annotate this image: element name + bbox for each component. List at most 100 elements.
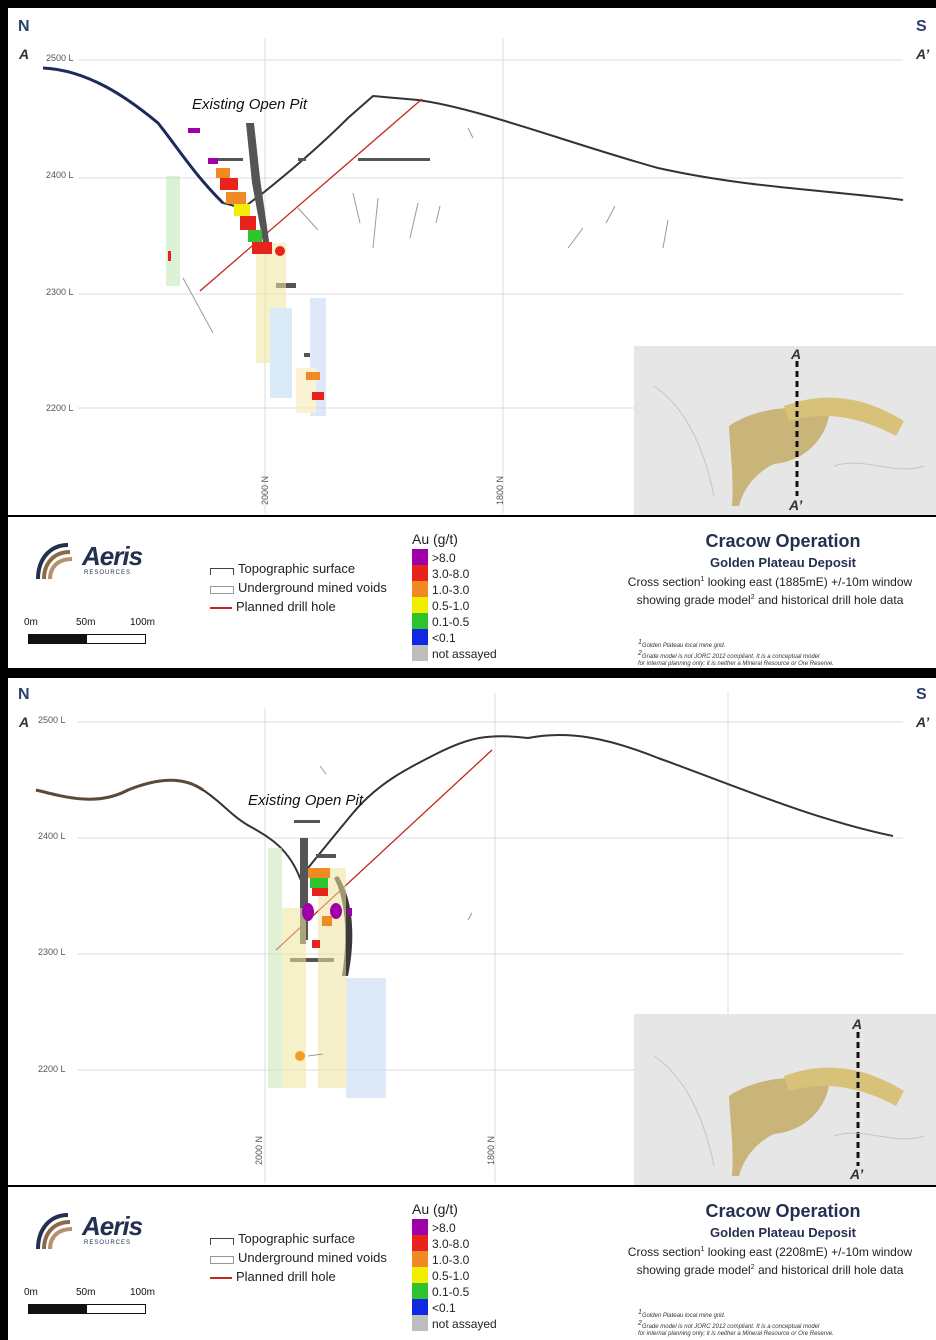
inset-deposit <box>784 1067 904 1106</box>
aeris-logo: Aeris RESOURCES <box>34 1207 154 1257</box>
footnotes: 1Golden Plateau local mine grid. 2Grade … <box>638 1309 936 1338</box>
grade-block <box>308 868 330 878</box>
grade-swatch-icon <box>412 613 428 629</box>
mined-void <box>290 958 334 962</box>
inset-deposit <box>729 407 829 506</box>
grade-block <box>234 204 250 216</box>
footnote-2: 2Grade model is not JORC 2012 compliant.… <box>638 1320 820 1330</box>
grade-legend-item: 1.0-3.0 <box>412 1251 469 1267</box>
scale-bar: 0m 50m 100m <box>24 617 164 647</box>
grade-legend-item: 1.0-3.0 <box>412 581 469 597</box>
scale-bar-black <box>28 1304 88 1314</box>
grade-swatch-icon <box>412 549 428 565</box>
description-line-1: Cross section1 looking east (2208mE) +/-… <box>627 1245 913 1259</box>
grade-swatch-icon <box>412 565 428 581</box>
legend-topo: Topographic surface <box>210 1231 355 1246</box>
scale-label: 0m <box>24 1287 38 1298</box>
grade-swatch-icon <box>412 1299 428 1315</box>
grade-legend-item: not assayed <box>412 645 497 661</box>
divider <box>8 515 936 517</box>
description-line-1: Cross section1 looking east (1885mE) +/-… <box>627 575 913 589</box>
grade-legend-title: Au (g/t) <box>412 1201 458 1217</box>
section-view: N S A A’ 2500 L 2400 L 2300 L 2200 L 200… <box>8 678 936 1185</box>
grade-legend-item: <0.1 <box>412 1299 456 1315</box>
grade-block <box>348 908 352 916</box>
inset-map: A A’ <box>634 1014 936 1185</box>
drill-trace <box>182 277 214 334</box>
logo-mark <box>36 1213 73 1250</box>
grade-legend-item: 0.1-0.5 <box>412 1283 469 1299</box>
grade-block <box>318 868 346 1088</box>
divider <box>8 1185 936 1187</box>
description-line-2: showing grade model2 and historical dril… <box>636 593 904 607</box>
section-start-label: A <box>19 714 30 730</box>
grade-block <box>252 242 272 254</box>
title: Cracow Operation <box>705 1201 861 1221</box>
grade-block <box>270 308 292 398</box>
pit-label: Existing Open Pit <box>248 792 364 809</box>
drill-trace <box>352 192 361 224</box>
section-end-label: A’ <box>916 714 930 730</box>
level-label: 2400 L <box>46 170 74 180</box>
northing-label: 2000 N <box>260 475 270 505</box>
grade-block <box>166 176 180 286</box>
grade-legend-item: 3.0-8.0 <box>412 1235 469 1251</box>
drill-trace <box>662 219 669 249</box>
grade-block <box>322 916 332 926</box>
grade-block <box>302 903 314 921</box>
grade-block <box>346 978 386 1098</box>
scale-label: 50m <box>76 1287 96 1298</box>
grade-legend-item: 0.5-1.0 <box>412 1267 469 1283</box>
drill-trace <box>319 765 327 775</box>
northing-label: 2000 N <box>254 1135 264 1165</box>
grade-legend-item: 3.0-8.0 <box>412 565 469 581</box>
scale-label: 100m <box>130 1287 156 1298</box>
inset-marker-bottom: A’ <box>789 497 803 513</box>
grade-block <box>240 216 256 230</box>
grade-legend-item: >8.0 <box>412 1219 456 1235</box>
aeris-logo: Aeris RESOURCES <box>34 537 154 587</box>
subtitle: Golden Plateau Deposit <box>710 555 856 570</box>
footnote-3: for internal planning only; it is neithe… <box>638 661 834 667</box>
void-swatch-icon <box>210 586 234 594</box>
level-label: 2500 L <box>46 53 74 63</box>
inset-deposit <box>784 397 904 436</box>
planned-swatch-icon <box>210 1277 232 1283</box>
grade-swatch-icon <box>412 629 428 645</box>
footnote-2: 2Grade model is not JORC 2012 compliant.… <box>638 650 820 660</box>
planned-drill-hole <box>199 98 423 292</box>
grade-legend-item: 0.1-0.5 <box>412 613 469 629</box>
footnote-3: for internal planning only; it is neithe… <box>638 1331 834 1337</box>
planned-swatch-icon <box>210 607 232 613</box>
grade-swatch-icon <box>412 1251 428 1267</box>
grade-block <box>330 903 342 919</box>
scale-bar-white <box>86 1304 146 1314</box>
mined-void <box>304 353 310 357</box>
section-end-label: A’ <box>916 46 930 62</box>
logo-word: Aeris <box>82 1211 143 1241</box>
compass-north: N <box>18 686 30 703</box>
grade-block <box>226 192 246 204</box>
grade-block <box>268 848 282 1088</box>
grade-block <box>188 128 200 133</box>
grade-legend-item: not assayed <box>412 1315 497 1331</box>
grade-swatch-icon <box>412 1283 428 1299</box>
scale-bar: 0m 50m 100m <box>24 1287 164 1317</box>
section-drawing <box>35 693 903 1183</box>
grade-block <box>216 168 230 178</box>
mined-void <box>294 820 320 823</box>
mined-void <box>246 123 270 248</box>
legend-planned: Planned drill hole <box>210 1269 336 1284</box>
grade-block <box>168 251 171 261</box>
drill-trace <box>307 1053 324 1057</box>
compass-south: S <box>916 686 927 703</box>
inset-drawing <box>653 1032 925 1176</box>
footnote-1: 1Golden Plateau local mine grid. <box>638 639 726 649</box>
logo-sub: RESOURCES <box>84 1240 132 1246</box>
legend-voids: Underground mined voids <box>210 1250 387 1265</box>
compass-south: S <box>916 18 927 35</box>
level-label: 2400 L <box>38 831 66 841</box>
northing-label: 1800 N <box>495 475 505 505</box>
compass-north: N <box>18 18 30 35</box>
title: Cracow Operation <box>705 531 861 551</box>
